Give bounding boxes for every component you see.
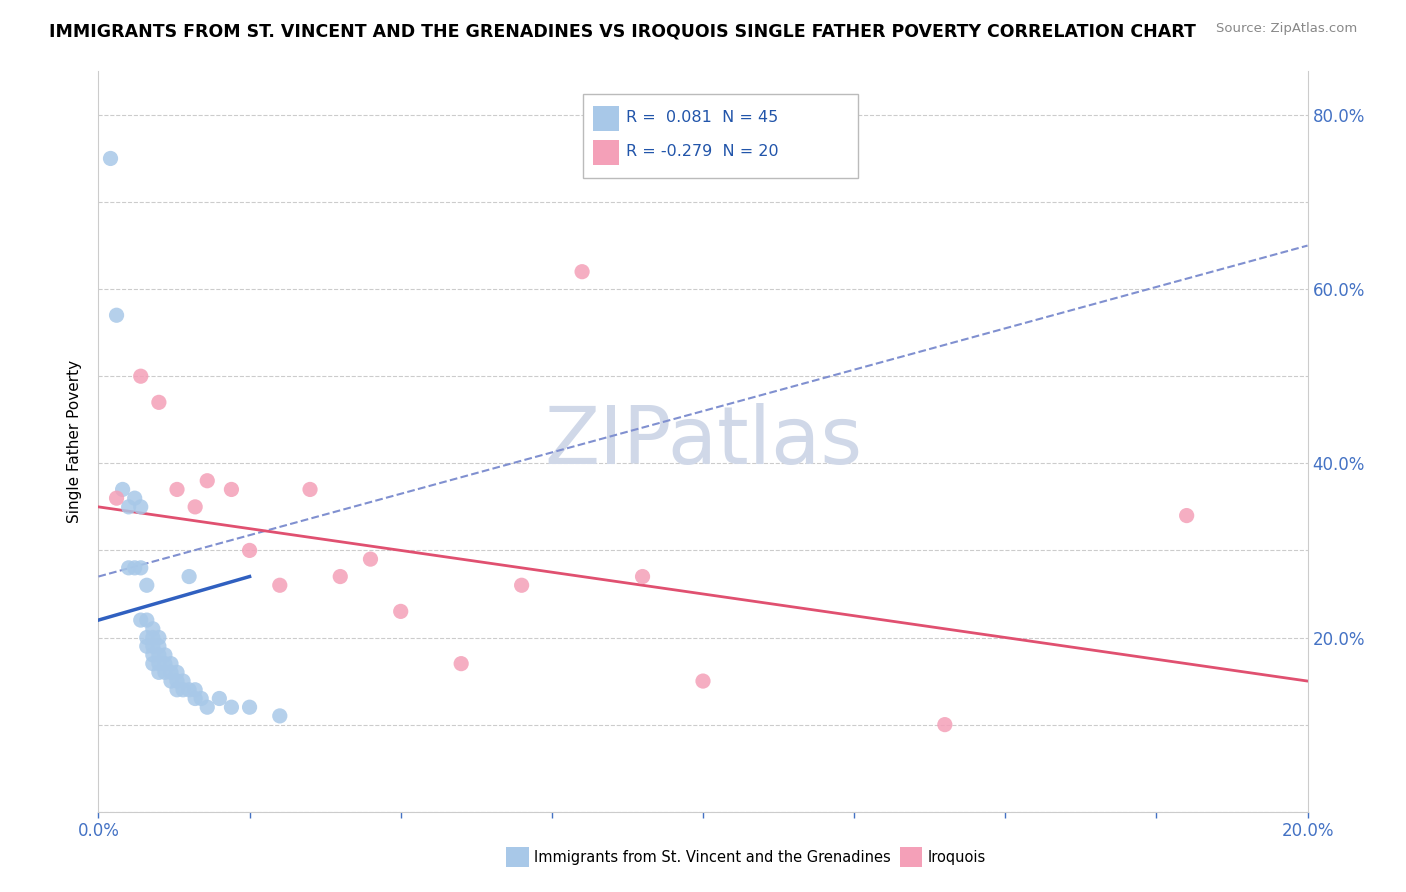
- Point: [111, 483, 134, 497]
- Point: [142, 648, 165, 662]
- Point: [135, 613, 157, 627]
- Point: [166, 682, 188, 697]
- Point: [299, 483, 322, 497]
- Point: [269, 709, 291, 723]
- Point: [329, 569, 352, 583]
- Point: [239, 543, 262, 558]
- Point: [571, 265, 593, 279]
- Point: [631, 569, 654, 583]
- Point: [934, 717, 956, 731]
- Point: [221, 700, 243, 714]
- Point: [153, 657, 176, 671]
- Point: [179, 569, 201, 583]
- Point: [135, 639, 157, 653]
- Point: [124, 491, 146, 505]
- Point: [360, 552, 382, 566]
- Y-axis label: Single Father Poverty: Single Father Poverty: [67, 360, 83, 523]
- Point: [148, 395, 170, 409]
- Point: [142, 631, 165, 645]
- Point: [166, 674, 188, 689]
- Point: [135, 631, 157, 645]
- Point: [389, 604, 412, 618]
- Point: [142, 657, 165, 671]
- Point: [129, 369, 152, 384]
- Point: [100, 152, 122, 166]
- Point: [124, 561, 146, 575]
- Point: [129, 561, 152, 575]
- Point: [166, 483, 188, 497]
- Point: [148, 648, 170, 662]
- Point: [195, 700, 218, 714]
- Text: Immigrants from St. Vincent and the Grenadines: Immigrants from St. Vincent and the Gren…: [534, 850, 891, 864]
- Text: Iroquois: Iroquois: [928, 850, 986, 864]
- Text: ZIPatlas: ZIPatlas: [544, 402, 862, 481]
- Point: [160, 665, 183, 680]
- Text: R =  0.081  N = 45: R = 0.081 N = 45: [626, 111, 778, 125]
- Point: [105, 491, 128, 505]
- Point: [153, 665, 176, 680]
- Point: [1175, 508, 1198, 523]
- Point: [184, 682, 207, 697]
- Point: [184, 691, 207, 706]
- Point: [450, 657, 472, 671]
- Point: [142, 622, 165, 636]
- Point: [148, 665, 170, 680]
- Point: [142, 639, 165, 653]
- Point: [166, 665, 188, 680]
- Point: [179, 682, 201, 697]
- Point: [195, 474, 218, 488]
- Point: [160, 674, 183, 689]
- Point: [239, 700, 262, 714]
- Point: [510, 578, 533, 592]
- Text: R = -0.279  N = 20: R = -0.279 N = 20: [626, 145, 779, 159]
- Point: [184, 500, 207, 514]
- Point: [148, 639, 170, 653]
- Point: [172, 682, 194, 697]
- Point: [148, 657, 170, 671]
- Point: [105, 308, 128, 322]
- Point: [208, 691, 231, 706]
- Point: [129, 613, 152, 627]
- Point: [190, 691, 212, 706]
- Point: [269, 578, 291, 592]
- Point: [160, 657, 183, 671]
- Point: [129, 500, 152, 514]
- Text: IMMIGRANTS FROM ST. VINCENT AND THE GRENADINES VS IROQUOIS SINGLE FATHER POVERTY: IMMIGRANTS FROM ST. VINCENT AND THE GREN…: [49, 22, 1197, 40]
- Point: [148, 631, 170, 645]
- Point: [692, 674, 714, 689]
- Point: [153, 648, 176, 662]
- Point: [221, 483, 243, 497]
- Point: [118, 561, 141, 575]
- Point: [172, 674, 194, 689]
- Text: Source: ZipAtlas.com: Source: ZipAtlas.com: [1216, 22, 1357, 36]
- Point: [135, 578, 157, 592]
- Point: [118, 500, 141, 514]
